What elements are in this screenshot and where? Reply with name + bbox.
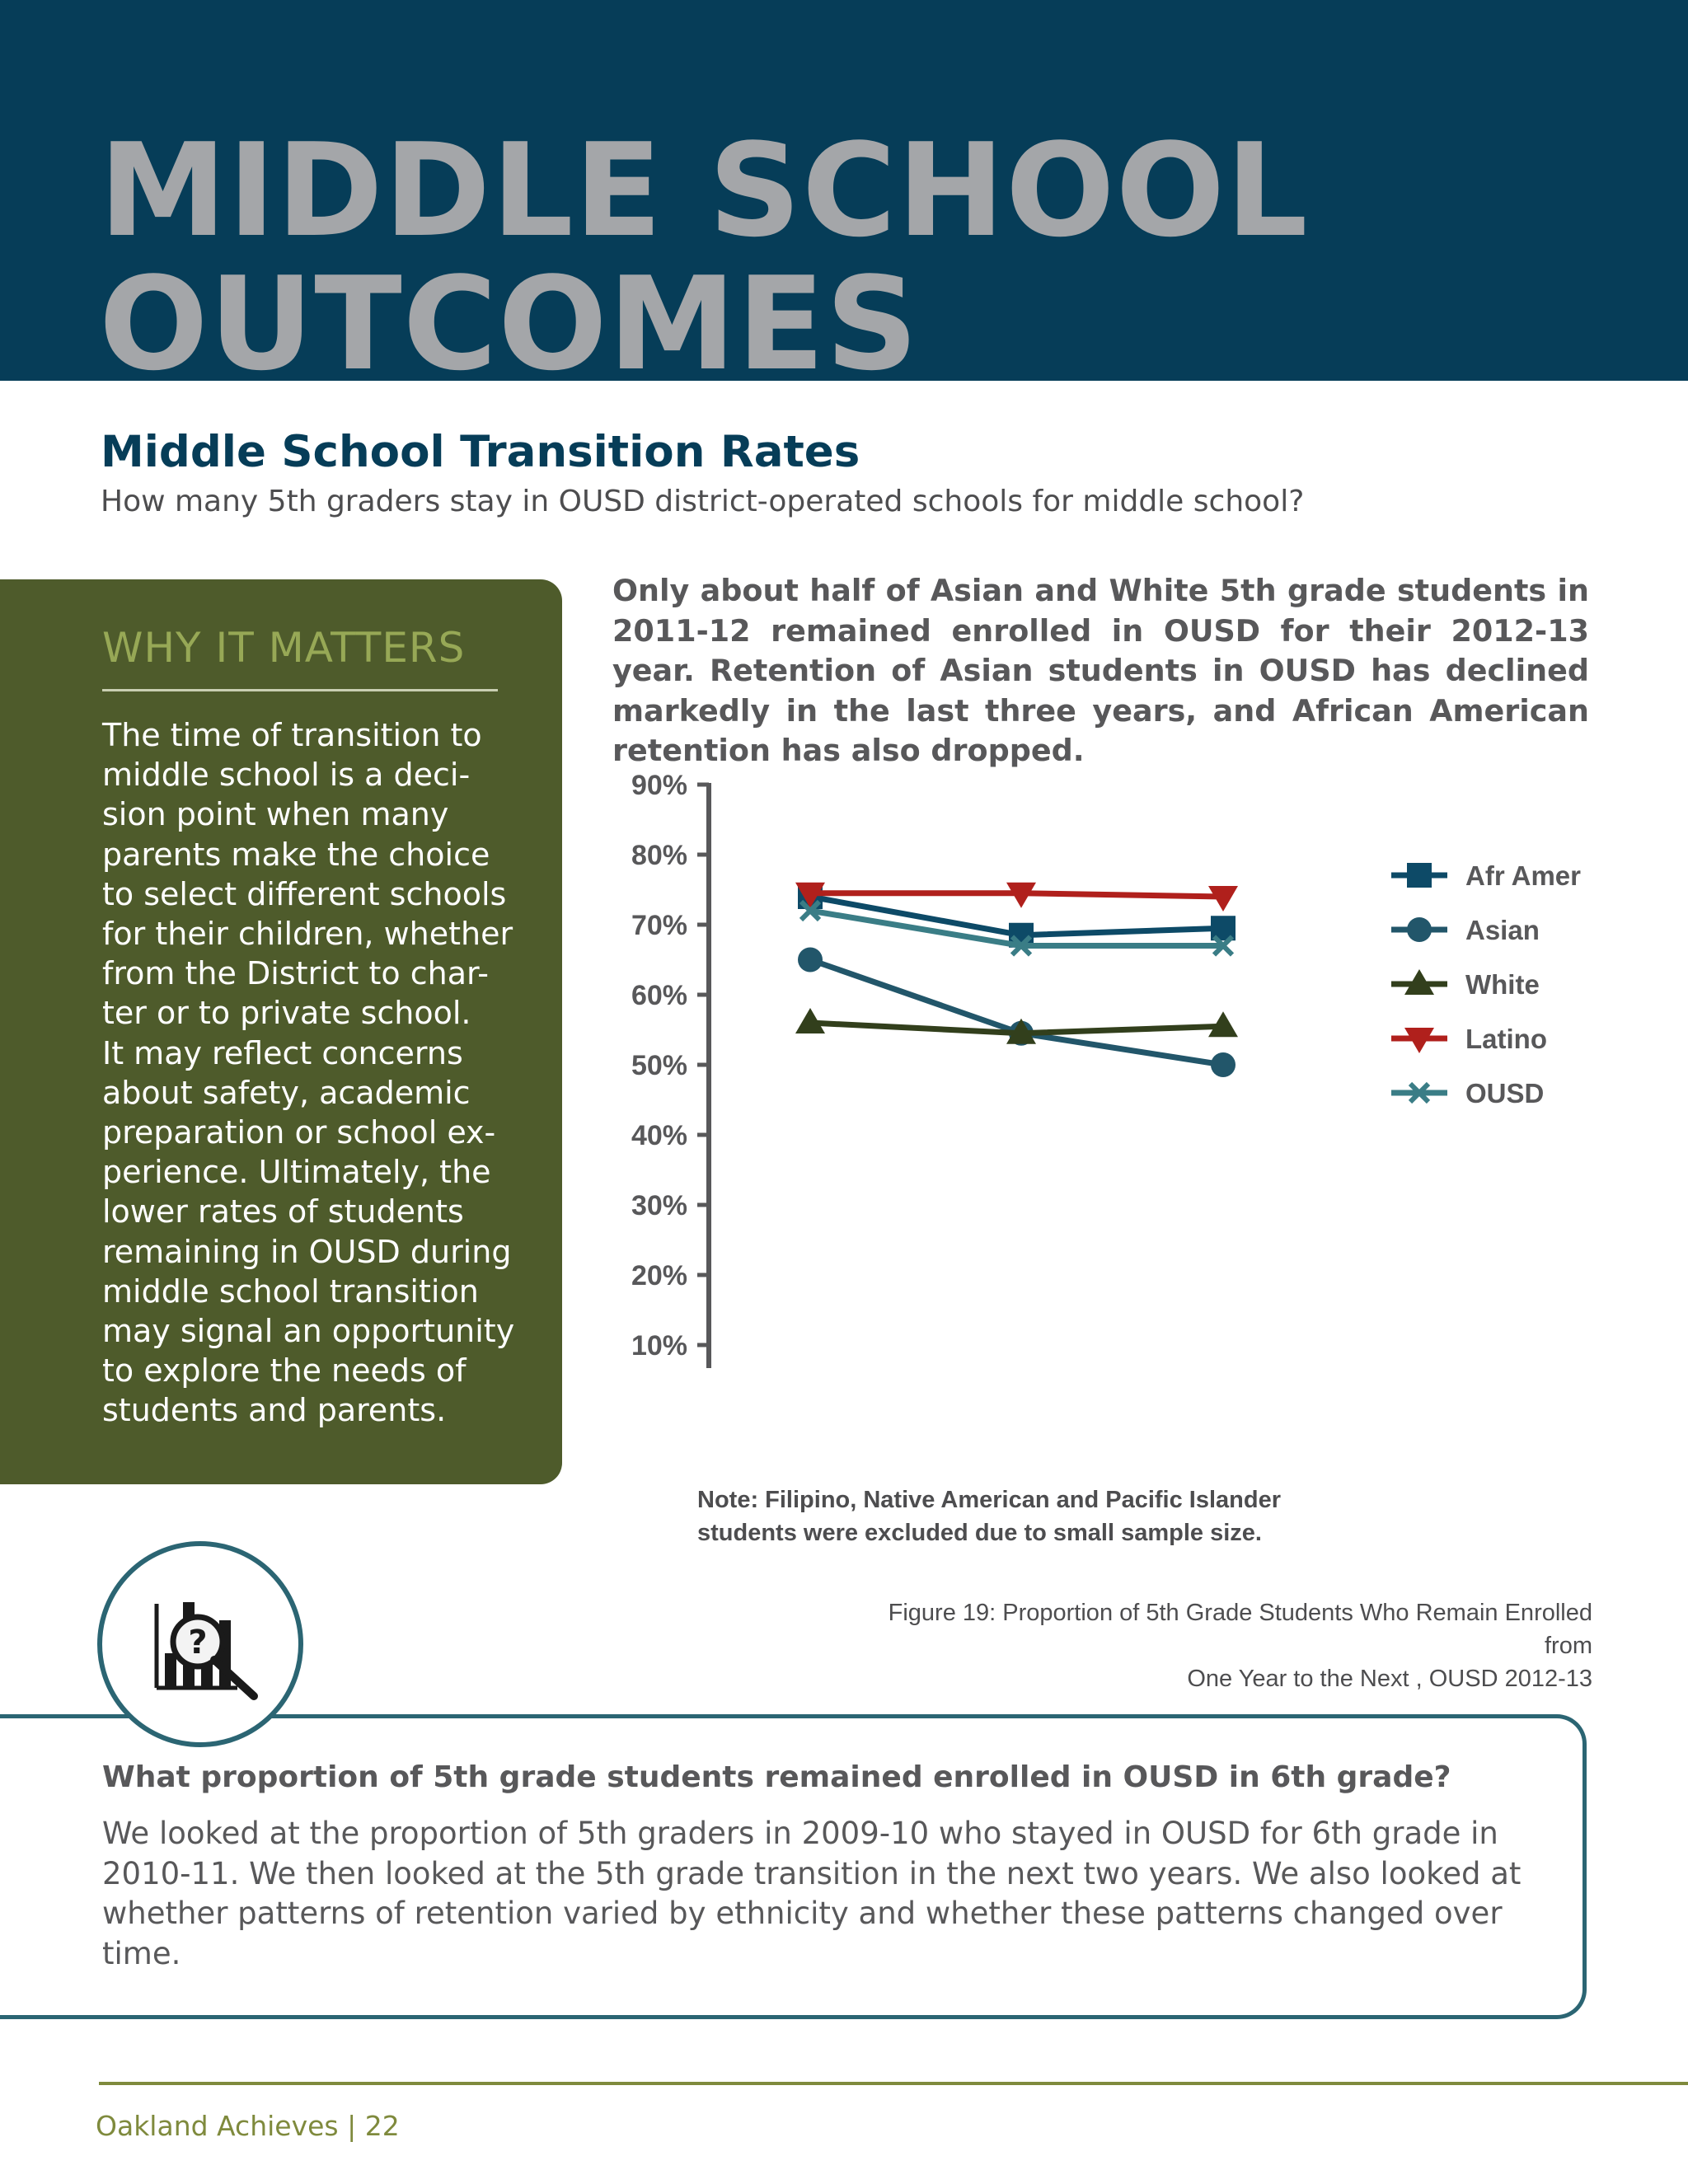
figure-caption: Figure 19: Proportion of 5th Grade Stude… [851, 1596, 1592, 1695]
data-point [1212, 935, 1235, 957]
data-point [1211, 1052, 1236, 1077]
question-title: What proportion of 5th grade students re… [102, 1760, 1451, 1794]
page-title: MIDDLE SCHOOL OUTCOMES [99, 124, 1309, 391]
header-banner [0, 0, 1688, 381]
page-title-line-2: OUTCOMES [99, 249, 919, 399]
text-line: sion point when many [102, 796, 449, 833]
section-question: How many 5th graders stay in OUSD distri… [101, 485, 1305, 518]
data-point [1006, 1018, 1036, 1044]
text-line: to explore the needs of [102, 1352, 467, 1390]
divider [102, 689, 498, 691]
page-title-line-1: MIDDLE SCHOOL [99, 115, 1309, 265]
text-line: remaining in OUSD during [102, 1233, 512, 1270]
y-tick-label: 30% [631, 1190, 687, 1221]
section-title: Middle School Transition Rates [101, 427, 860, 477]
chart-note: Note: Filipino, Native American and Paci… [697, 1483, 1324, 1549]
legend-marker [1407, 863, 1432, 888]
text-line: middle school transition [102, 1272, 479, 1310]
y-tick-label: 20% [631, 1260, 687, 1291]
text-line: may signal an opportunity [102, 1313, 515, 1350]
text-line: about safety, academic [102, 1074, 471, 1111]
legend-label: Latino [1465, 1024, 1547, 1054]
why-it-matters-text: The time of transition to middle school … [102, 715, 531, 1431]
svg-text:?: ? [188, 1624, 207, 1661]
data-point [795, 882, 825, 908]
text-line: ter or to private school. [102, 995, 471, 1032]
data-point [1208, 886, 1238, 912]
caption-line-2: One Year to the Next , OUSD 2012-13 [1187, 1666, 1592, 1692]
text-line: for their children, whether [102, 916, 513, 953]
text-line: perience. Ultimately, the [102, 1154, 491, 1191]
note-line-2: students were excluded due to small samp… [697, 1520, 1262, 1546]
legend-marker [1408, 1081, 1431, 1104]
text-line: lower rates of students [102, 1193, 464, 1230]
legend-label: Asian [1465, 915, 1540, 945]
y-tick-label: 70% [631, 910, 687, 941]
data-point [1208, 1011, 1238, 1038]
why-it-matters-heading: WHY IT MATTERS [102, 624, 466, 672]
question-body: We looked at the proportion of 5th grade… [102, 1816, 1522, 1971]
text-line: from the District to char- [102, 955, 489, 992]
magnifier-chart-icon: ? [154, 1602, 258, 1700]
y-tick-label: 50% [631, 1050, 687, 1081]
text-line: middle school is a deci- [102, 757, 471, 794]
y-tick-label: 10% [631, 1330, 687, 1361]
footer-page-label: Oakland Achieves | 22 [96, 2110, 400, 2142]
y-tick-label: 40% [631, 1120, 687, 1151]
legend-label: Afr Amer [1465, 860, 1581, 891]
text-line: It may reflect concerns [102, 1034, 463, 1071]
retention-line-chart: 0%10%20%30%40%50%60%70%80%90%0910-101110… [577, 766, 1648, 1368]
lead-paragraph: Only about half of Asian and White 5th g… [612, 573, 1589, 768]
y-tick-label: 80% [631, 840, 687, 871]
text-line: The time of transition to [102, 717, 482, 753]
legend-label: White [1465, 969, 1540, 1000]
text-line: to select different schools [102, 875, 507, 912]
legend-label: OUSD [1465, 1078, 1544, 1108]
data-point [1006, 882, 1036, 908]
why-it-matters-panel [0, 579, 562, 1484]
series-line-asian [809, 957, 1224, 1068]
question-box [0, 1714, 1587, 2019]
data-point [795, 1008, 825, 1033]
text-line: preparation or school ex- [102, 1114, 496, 1151]
text-line: students and parents. [102, 1392, 447, 1429]
legend-marker [1407, 917, 1432, 942]
data-point [798, 947, 823, 972]
text-line: parents make the choice [102, 836, 490, 873]
note-line-1: Note: Filipino, Native American and Paci… [697, 1487, 1281, 1513]
legend-marker [1404, 969, 1434, 995]
legend-marker [1404, 1028, 1434, 1053]
data-point [1010, 935, 1033, 957]
question-badge: ? [97, 1541, 303, 1747]
data-point [799, 899, 822, 922]
footer-divider [99, 2082, 1688, 2085]
chart-svg: 0%10%20%30%40%50%60%70%80%90%0910-101110… [631, 770, 1581, 1368]
y-tick-label: 60% [631, 980, 687, 1011]
caption-line-1: Figure 19: Proportion of 5th Grade Stude… [888, 1600, 1592, 1659]
y-tick-label: 90% [631, 770, 687, 801]
